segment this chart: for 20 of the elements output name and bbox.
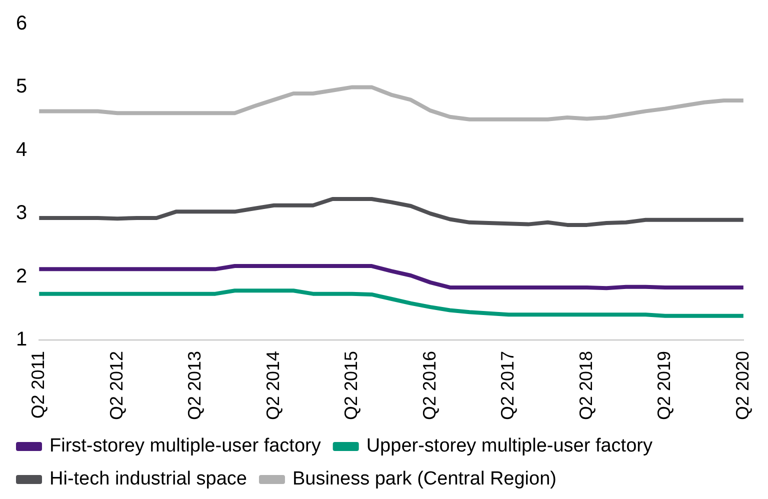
x-tick-label: Q2 2020 xyxy=(732,350,752,420)
legend-label: Business park (Central Region) xyxy=(292,468,556,490)
y-tick-label: 2 xyxy=(16,265,28,288)
x-tick-label: Q2 2012 xyxy=(106,350,126,420)
legend-label: First-storey multiple-user factory xyxy=(50,436,322,457)
y-tick-label: 4 xyxy=(16,138,28,161)
y-tick-label: 5 xyxy=(16,76,28,98)
x-tick-label: Q2 2016 xyxy=(419,350,440,420)
x-tick-label: Q2 2019 xyxy=(654,350,674,420)
x-tick-label: Q2 2013 xyxy=(184,350,205,420)
x-tick-label: Q2 2015 xyxy=(341,350,362,420)
x-tick-label: Q2 2014 xyxy=(262,350,283,420)
x-tick-label: Q2 2011 xyxy=(28,350,48,419)
x-tick-label: Q2 2018 xyxy=(576,350,596,420)
legend-label: Hi-tech industrial space xyxy=(50,468,247,490)
y-tick-label: 3 xyxy=(16,202,28,224)
x-tick-label: Q2 2017 xyxy=(498,350,518,420)
legend-label: Upper-storey multiple-user factory xyxy=(366,436,653,457)
y-tick-label: 6 xyxy=(16,12,28,35)
y-tick-label: 1 xyxy=(16,328,28,350)
